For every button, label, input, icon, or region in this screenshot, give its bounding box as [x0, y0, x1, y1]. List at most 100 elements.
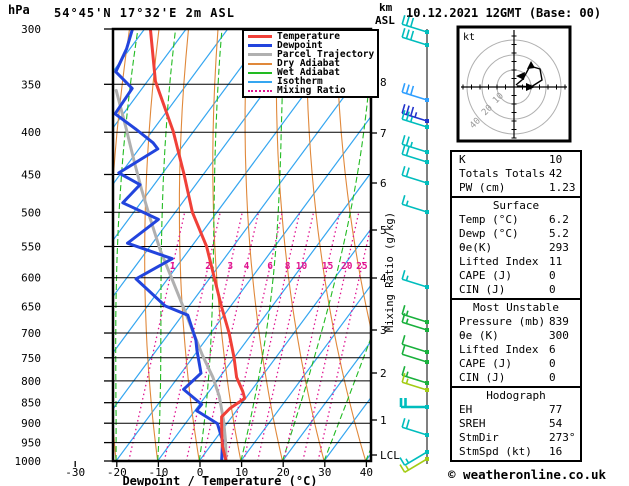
- pressure-tick-label: 850: [21, 397, 41, 410]
- wind-barb: [401, 418, 428, 436]
- stat-row: Totals Totals 42: [459, 167, 563, 180]
- pressure-tick-label: 550: [21, 240, 41, 253]
- km-tick-label: 2: [380, 367, 387, 380]
- stats-tables: K 10 Totals Totals 42 PW (cm) 1.23 Surface Temp…: [450, 150, 582, 462]
- legend-label: Isotherm: [277, 76, 323, 87]
- km-tick-label: 4: [380, 272, 387, 285]
- stat-value: 16: [549, 445, 563, 458]
- km-tick-label: 8: [380, 76, 387, 89]
- stat-value: 0: [549, 269, 556, 282]
- stat-value: 77: [549, 403, 563, 416]
- km-tick-label: 6: [380, 177, 387, 190]
- mixing-ratio-value: 3: [227, 261, 233, 272]
- barb-level-dot: [425, 210, 429, 214]
- mixing-ratio-value: 8: [285, 261, 291, 272]
- wind-barb: [401, 373, 428, 391]
- km-tick-label: 3: [380, 324, 387, 337]
- stat-row: θe(K) 293: [459, 241, 569, 254]
- wind-barb: [401, 195, 428, 213]
- barb-level-dot: [425, 30, 429, 34]
- stat-box: K 10 Totals Totals 42 PW (cm) 1.23: [450, 150, 582, 198]
- stat-row: CAPE (J) 0: [459, 357, 556, 370]
- barb-level-dot: [425, 433, 429, 437]
- mixing-ratio-value: 6: [267, 261, 273, 272]
- barb-level-dot: [425, 125, 429, 129]
- legend-swatch: [248, 89, 272, 92]
- stat-box: Most Unstable Pressure (mb) 839 θe (K) 300 Li…: [450, 298, 582, 388]
- mixing-ratio-labels: 1 2 3 4 6 8 10 15 20 25: [170, 261, 368, 272]
- stat-box-header: Most Unstable: [472, 301, 560, 314]
- legend-item: Dewpoint: [248, 41, 377, 50]
- hodograph-arrow: [527, 61, 535, 69]
- temp-tick-label: 30: [318, 466, 331, 479]
- legend-swatch: [248, 62, 272, 65]
- mixing-axis-title: Mixing Ratio (g/kg): [384, 212, 396, 332]
- copyright: © weatheronline.co.uk: [448, 467, 607, 482]
- lcl-label: LCL: [380, 449, 400, 462]
- temp-tick-label: -10: [148, 466, 168, 479]
- pressure-tick-label: 700: [21, 327, 41, 340]
- mixing-ratio-value: 25: [356, 261, 368, 272]
- mixing-ratio-value: 4: [244, 261, 250, 272]
- stat-row: Pressure (mb) 839: [459, 315, 569, 328]
- wind-barb: [399, 451, 428, 466]
- temperature-axis: -30 -20 -10 0 10 20 30 40 Dewpoint / Temperature…: [65, 461, 373, 486]
- wind-barb: [401, 28, 428, 46]
- stat-row: StmSpd (kt) 16: [459, 445, 563, 458]
- stat-row: K 10: [459, 153, 563, 166]
- wind-barb: [401, 335, 428, 353]
- stat-row: PW (cm) 1.23: [459, 181, 576, 194]
- barb-level-dot: [425, 285, 429, 289]
- pressure-tick-label: 350: [21, 78, 41, 91]
- pressure-gridlines: [113, 83, 371, 444]
- temp-tick-label: 10: [235, 466, 248, 479]
- pressure-tick-label: 500: [21, 206, 41, 219]
- legend-swatch: [248, 35, 272, 38]
- legend-item: Dry Adiabat: [248, 59, 377, 68]
- barb-level-dot: [425, 328, 429, 332]
- stat-value: 54: [549, 417, 563, 430]
- wind-barb: [401, 110, 428, 128]
- km-tick-label: 7: [380, 127, 387, 140]
- stat-value: 11: [549, 255, 563, 268]
- mixing-ratio-value: 10: [296, 261, 308, 272]
- barb-level-dot: [425, 350, 429, 354]
- pressure-tick-label: 600: [21, 272, 41, 285]
- wind-barb: [401, 104, 428, 122]
- barb-level-dot: [425, 320, 429, 324]
- legend-swatch: [248, 71, 272, 74]
- asl-axis-label: ASL: [375, 14, 395, 27]
- pressure-tick-label: 800: [21, 375, 41, 388]
- stat-value: 0: [549, 357, 556, 370]
- stat-row: CIN (J) 0: [459, 371, 556, 384]
- barb-level-dot: [425, 43, 429, 47]
- pressure-unit-label: hPa: [8, 3, 30, 17]
- hodograph-arrow: [516, 72, 525, 80]
- legend-label: Temperature: [277, 31, 340, 42]
- wind-barb: [401, 345, 428, 363]
- legend-item: Parcel Trajectory: [248, 50, 377, 59]
- parcel-trajectory-curve: [114, 88, 228, 460]
- pressure-axis: 300 350 400 450 500 550 600 650 700 750 800 850 900 9…: [15, 23, 113, 468]
- stat-value: 6: [549, 343, 556, 356]
- temperature-curve: [148, 30, 247, 460]
- km-axis: 8 7 6 5 4 3 2 1 LCL Mixing Ratio (g/kg): [371, 76, 400, 462]
- pressure-tick-label: 400: [21, 126, 41, 139]
- pressure-tick-label: 450: [21, 168, 41, 181]
- temp-tick-label: 40: [360, 466, 373, 479]
- legend-swatch: [248, 80, 272, 83]
- wind-barb: [401, 313, 428, 331]
- barb-level-dot: [425, 388, 429, 392]
- temp-tick-label: 0: [197, 466, 204, 479]
- legend-label: Parcel Trajectory: [277, 49, 375, 60]
- pressure-tick-label: 900: [21, 417, 41, 430]
- wind-barb: [401, 166, 428, 184]
- wind-barb: [401, 270, 428, 288]
- stat-value: 5.2: [549, 227, 569, 240]
- stat-row: Temp (°C) 6.2: [459, 213, 569, 226]
- legend: Temperature Dewpoint Parcel Trajectory Dry …: [242, 29, 379, 98]
- barb-level-dot: [425, 98, 429, 102]
